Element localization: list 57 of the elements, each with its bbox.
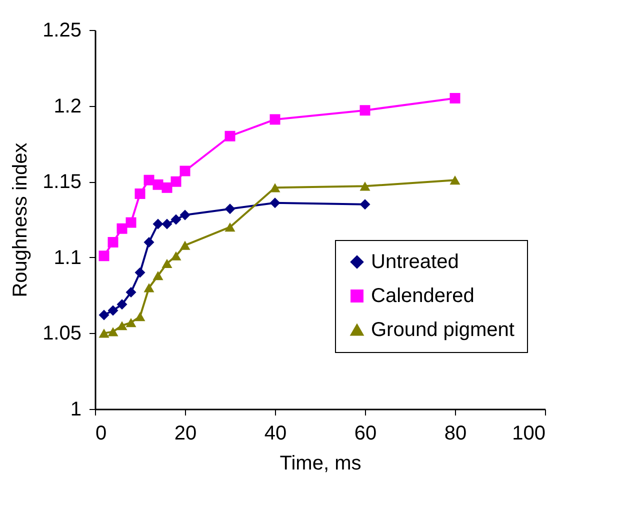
point (270, 198, 280, 208)
point (116, 223, 128, 234)
y-tick-label: 1.2 (54, 95, 82, 118)
point (162, 258, 172, 268)
x-tick-label: 80 (444, 422, 467, 444)
point (224, 204, 236, 214)
point (126, 217, 136, 228)
x-tick-label: 100 (512, 422, 546, 444)
legend-label: Calendered (371, 285, 474, 307)
point (98, 250, 110, 262)
point (180, 240, 190, 250)
y-tick-label: 1.15 (42, 171, 82, 194)
point (170, 251, 182, 260)
point (180, 210, 190, 220)
y-axis-title: Roughness index (10, 142, 32, 298)
point (134, 312, 146, 322)
point (98, 310, 110, 320)
point (270, 183, 280, 192)
y-tick-label: 1.05 (42, 322, 82, 345)
point (170, 214, 182, 225)
point (98, 328, 110, 338)
legend-label: Ground pigment (371, 319, 515, 341)
y-tick-label: 1 (70, 398, 82, 420)
point (450, 92, 460, 104)
point (144, 283, 154, 292)
point (126, 287, 136, 298)
point (360, 182, 370, 191)
x-axis-title: Time, ms (280, 452, 362, 474)
point (360, 199, 370, 210)
point (450, 176, 460, 185)
point (180, 166, 190, 176)
point (162, 182, 172, 193)
legend-label: Untreated (371, 251, 459, 273)
point (108, 305, 118, 316)
point (224, 130, 236, 142)
x-tick-label: 60 (354, 422, 377, 444)
point (162, 218, 172, 230)
x-tick-label: 20 (174, 422, 197, 444)
point (116, 321, 128, 330)
point (144, 236, 154, 248)
x-tick-label: 0 (96, 422, 107, 444)
x-tick-label: 40 (264, 422, 287, 444)
point (224, 222, 236, 232)
point (134, 188, 146, 199)
point (144, 174, 154, 186)
point (170, 176, 182, 187)
point (152, 271, 164, 280)
point (152, 218, 164, 230)
point (108, 327, 118, 336)
y-tick-label: 1.1 (54, 246, 82, 269)
point (360, 105, 370, 116)
point (108, 236, 118, 248)
point (116, 299, 128, 310)
y-tick-label: 1.25 (42, 20, 82, 42)
point (134, 267, 146, 278)
point (126, 318, 136, 328)
point (270, 114, 280, 125)
